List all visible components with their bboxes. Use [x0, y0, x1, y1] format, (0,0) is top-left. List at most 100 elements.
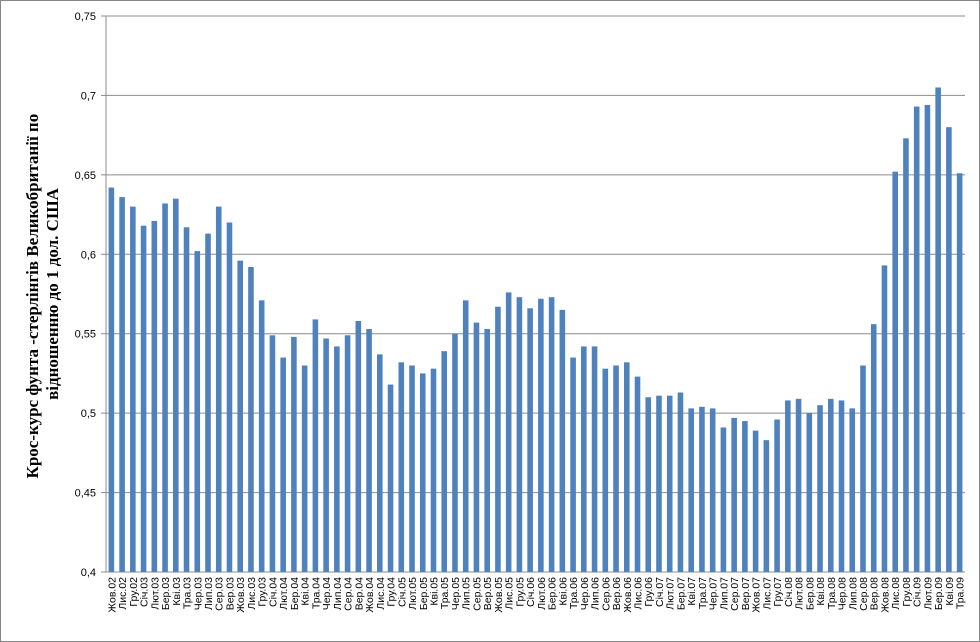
bar [709, 408, 716, 572]
x-tick-label: Гру.04 [386, 577, 398, 607]
x-tick-label: Січ.03 [139, 577, 151, 607]
x-tick-label: Сер.08 [858, 577, 870, 611]
bar [495, 306, 501, 572]
x-tick-label: Гру.08 [901, 577, 913, 607]
x-tick-label: Вер.05 [482, 577, 494, 610]
bar [226, 222, 233, 572]
bar [946, 127, 952, 572]
bar [130, 206, 136, 572]
x-tick-label: Січ.04 [267, 577, 279, 607]
x-tick-label: Жов.06 [622, 577, 634, 613]
bar [591, 346, 598, 572]
bar [441, 351, 448, 572]
x-tick-label: Гру.07 [772, 577, 784, 607]
bar [269, 335, 276, 572]
bar [409, 365, 415, 572]
x-tick-label: Гру.03 [257, 577, 269, 607]
bar [312, 319, 319, 572]
bar [355, 321, 362, 572]
bar [699, 406, 705, 572]
bar [516, 297, 523, 572]
x-tick-label: Сер.05 [471, 577, 483, 611]
y-tick-label: 0,55 [75, 329, 96, 341]
bar [656, 395, 662, 572]
bar [613, 365, 619, 572]
x-tick-label: Лис.08 [890, 577, 902, 610]
bar [548, 297, 555, 572]
bar [742, 421, 748, 572]
y-tick-label: 0,65 [75, 170, 96, 182]
bar [183, 227, 190, 572]
bar [774, 419, 780, 572]
bar [731, 417, 737, 572]
x-tick-label: Жов.02 [106, 577, 118, 613]
x-tick-label: Лют.09 [922, 577, 934, 610]
y-tick-label: 0,75 [75, 11, 96, 23]
x-tick-label: Чер.04 [321, 577, 333, 610]
bar [752, 430, 759, 572]
x-tick-label: Січ.09 [912, 577, 924, 607]
bar [817, 405, 823, 572]
bar [849, 408, 856, 572]
x-tick-label: Чер.05 [450, 577, 462, 610]
y-tick-label: 0,6 [81, 249, 96, 261]
bar [484, 328, 490, 572]
x-tick-label: Лис.05 [504, 577, 516, 610]
x-tick-label: Лис.02 [117, 577, 129, 610]
x-tick-label: Тра.06 [568, 577, 580, 609]
bar [935, 87, 941, 572]
bar [323, 338, 329, 572]
x-tick-label: Лип.08 [847, 577, 859, 610]
x-tick-label: Бер.05 [418, 577, 430, 610]
bar [913, 106, 920, 572]
bar [677, 392, 684, 572]
x-tick-label: Лип.04 [332, 577, 344, 610]
x-tick-label: Чер.07 [708, 577, 720, 610]
x-tick-label: Кві.06 [557, 577, 569, 606]
x-tick-label: Бер.04 [289, 577, 301, 610]
x-tick-label: Тра.08 [826, 577, 838, 609]
bar [623, 362, 630, 572]
x-tick-label: Лис.04 [375, 577, 387, 610]
x-tick-label: Кві.04 [300, 577, 312, 606]
x-tick-label: Гру.02 [128, 577, 140, 607]
bar [151, 220, 158, 572]
bar [419, 373, 426, 572]
x-tick-label: Сер.03 [214, 577, 226, 611]
bar [215, 206, 222, 572]
x-tick-label: Кві.08 [815, 577, 827, 606]
x-tick-label: Лют.04 [278, 577, 290, 610]
bar [892, 171, 898, 572]
x-tick-label: Січ.07 [654, 577, 666, 607]
x-tick-label: Жов.05 [493, 577, 505, 613]
x-tick-label: Лип.03 [203, 577, 215, 610]
bar [248, 266, 254, 572]
x-tick-label: Жов.07 [751, 577, 763, 613]
bar [720, 427, 727, 572]
x-tick-label: Чер.06 [579, 577, 591, 610]
x-tick-label: Чер.03 [192, 577, 204, 610]
bar [334, 346, 340, 572]
bar [162, 203, 168, 573]
x-tick-label: Лис.07 [761, 577, 773, 610]
x-tick-label: Сер.06 [600, 577, 612, 611]
x-tick-label: Лип.07 [718, 577, 730, 610]
y-tick-label: 0,4 [81, 567, 96, 579]
x-tick-label: Жов.08 [879, 577, 891, 613]
bar [205, 233, 211, 573]
bar [538, 298, 544, 572]
x-tick-label: Лют.03 [149, 577, 161, 610]
bar [881, 265, 888, 572]
y-axis-title: Крос-курс фунта -стерлінгів Великобритан… [23, 110, 62, 479]
x-tick-label: Кві.07 [686, 577, 698, 606]
bar [194, 251, 201, 572]
x-tick-label: Бер.09 [933, 577, 945, 610]
x-tick-label: Вер.06 [611, 577, 623, 610]
x-tick-label: Лип.05 [461, 577, 473, 610]
bar [956, 173, 963, 573]
bar [398, 362, 405, 572]
x-tick-label: Тра.04 [310, 577, 322, 609]
bar [173, 198, 179, 572]
x-tick-label: Бер.06 [547, 577, 559, 610]
